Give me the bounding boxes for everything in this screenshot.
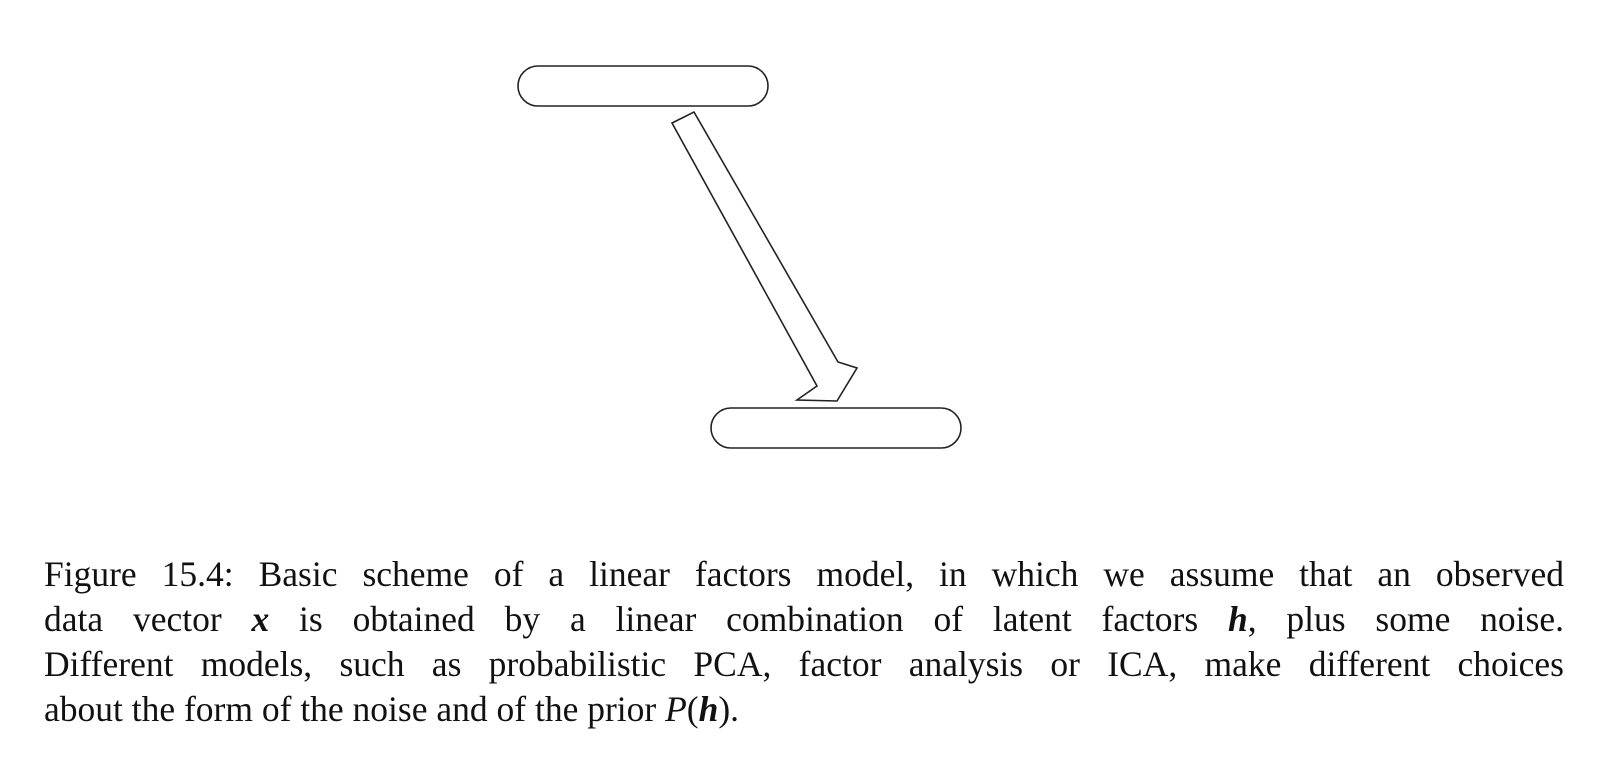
paren-close: ). bbox=[718, 689, 740, 729]
math-var-h: h bbox=[698, 689, 719, 729]
caption-text: about the form of the noise and of the p… bbox=[44, 689, 666, 729]
caption-text: , plus some noise. bbox=[1247, 599, 1564, 639]
caption-line-3: Different models, such as probabilistic … bbox=[44, 644, 1564, 684]
caption-line-4: about the form of the noise and of the p… bbox=[44, 687, 1564, 732]
caption-line-1: Figure 15.4: Basic scheme of a linear fa… bbox=[44, 554, 1564, 594]
paren-open: ( bbox=[686, 689, 699, 729]
math-var-h: h bbox=[1227, 599, 1248, 639]
math-var-P: P bbox=[665, 689, 687, 729]
diagram-canvas bbox=[517, 65, 962, 449]
arrow bbox=[670, 110, 859, 402]
caption-line-2: data vector x is obtained by a linear co… bbox=[44, 597, 1564, 642]
caption-text: data vector bbox=[44, 599, 252, 639]
linear-factors-diagram bbox=[517, 65, 962, 449]
top-node bbox=[517, 65, 769, 107]
figure-caption: Figure 15.4: Basic scheme of a linear fa… bbox=[44, 552, 1564, 732]
bottom-node bbox=[710, 407, 962, 449]
caption-text: is obtained by a linear combination of l… bbox=[269, 599, 1228, 639]
math-var-x: x bbox=[251, 599, 270, 639]
